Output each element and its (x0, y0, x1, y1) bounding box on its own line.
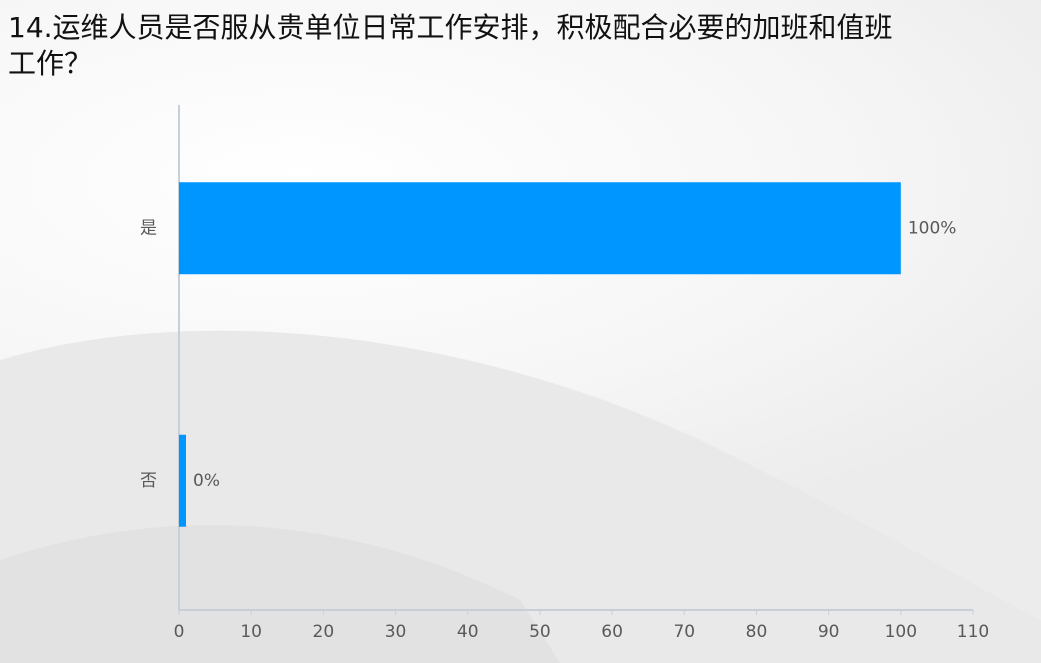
x-tick-label: 90 (818, 622, 840, 642)
x-tick-label: 30 (385, 622, 407, 642)
chart-title: 14.运维人员是否服从贵单位日常工作安排，积极配合必要的加班和值班工作？ (8, 11, 893, 80)
y-tick-label: 否 (140, 471, 157, 491)
x-tick-label: 20 (313, 622, 335, 642)
y-tick-label: 是 (140, 218, 157, 238)
x-tick-label: 40 (457, 622, 479, 642)
value-label: 0% (193, 471, 220, 491)
x-tick-label: 110 (957, 622, 989, 642)
x-tick-label: 80 (746, 622, 768, 642)
bar (179, 182, 901, 275)
x-tick-label: 0 (174, 622, 185, 642)
x-tick-label: 70 (673, 622, 695, 642)
value-label: 100% (908, 218, 957, 238)
x-tick-label: 10 (240, 622, 262, 642)
x-tick-label: 60 (601, 622, 623, 642)
background-swoosh (0, 525, 560, 663)
x-tick-label: 100 (885, 622, 917, 642)
bar (179, 434, 186, 527)
x-tick-label: 50 (529, 622, 551, 642)
